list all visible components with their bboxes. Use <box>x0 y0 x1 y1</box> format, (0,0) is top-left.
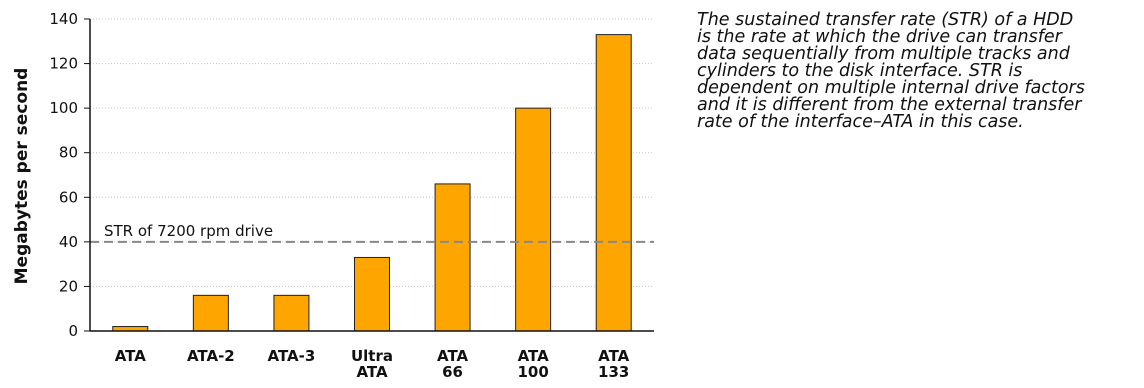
x-axis-labels: ATA ATA-2 ATA-3 Ultra ATA ATA 66 ATA 100 ATA 133 <box>115 347 630 381</box>
caption-line: is the rate at which the drive can trans… <box>697 27 1062 47</box>
y-axis-ticks: 0 20 40 60 80 100 120 140 <box>49 10 90 340</box>
bar <box>192 294 229 332</box>
caption-line: rate of the interface–ATA in this case. <box>697 112 1024 132</box>
y-tick-label: 40 <box>59 233 78 251</box>
y-tick-label: 100 <box>49 99 78 117</box>
caption-line: data sequentially from multiple tracks a… <box>697 44 1070 64</box>
y-tick-label: 140 <box>49 10 78 28</box>
bar-chart: 0 20 40 60 80 100 120 140 STR of 7200 rpm drive… <box>12 10 654 381</box>
x-category-label: ATA-2 <box>187 347 235 365</box>
bars <box>112 34 632 332</box>
reference-line-group: STR of 7200 rpm drive <box>90 222 654 243</box>
bar <box>354 256 390 332</box>
caption-line: cylinders to the disk interface. STR is <box>697 61 1023 81</box>
y-tick-label: 0 <box>68 322 78 340</box>
bar <box>595 34 632 332</box>
caption-line: and it is different from the external tr… <box>697 95 1082 115</box>
caption-line: The sustained transfer rate (STR) of a H… <box>697 10 1074 30</box>
x-category-label: ATA <box>115 347 147 365</box>
x-category-label: Ultra ATA <box>351 347 393 381</box>
x-category-label: ATA 66 <box>437 347 469 381</box>
bar <box>273 294 310 332</box>
caption-line: dependent on multiple internal drive fac… <box>697 78 1085 98</box>
reference-line-label: STR of 7200 rpm drive <box>104 222 273 240</box>
bar <box>434 183 471 332</box>
x-category-label: ATA 133 <box>598 347 630 381</box>
axes <box>89 19 654 332</box>
x-category-label: ATA 100 <box>517 347 549 381</box>
y-tick-label: 120 <box>49 55 78 73</box>
bar <box>515 107 552 332</box>
caption-text: The sustained transfer rate (STR) of a H… <box>697 10 1142 132</box>
y-axis-label: Megabytes per second <box>12 68 32 285</box>
y-tick-label: 60 <box>59 188 78 206</box>
x-category-label: ATA-3 <box>268 347 316 365</box>
gridlines <box>90 18 654 287</box>
y-tick-label: 80 <box>59 144 78 162</box>
y-tick-label: 20 <box>59 277 78 295</box>
